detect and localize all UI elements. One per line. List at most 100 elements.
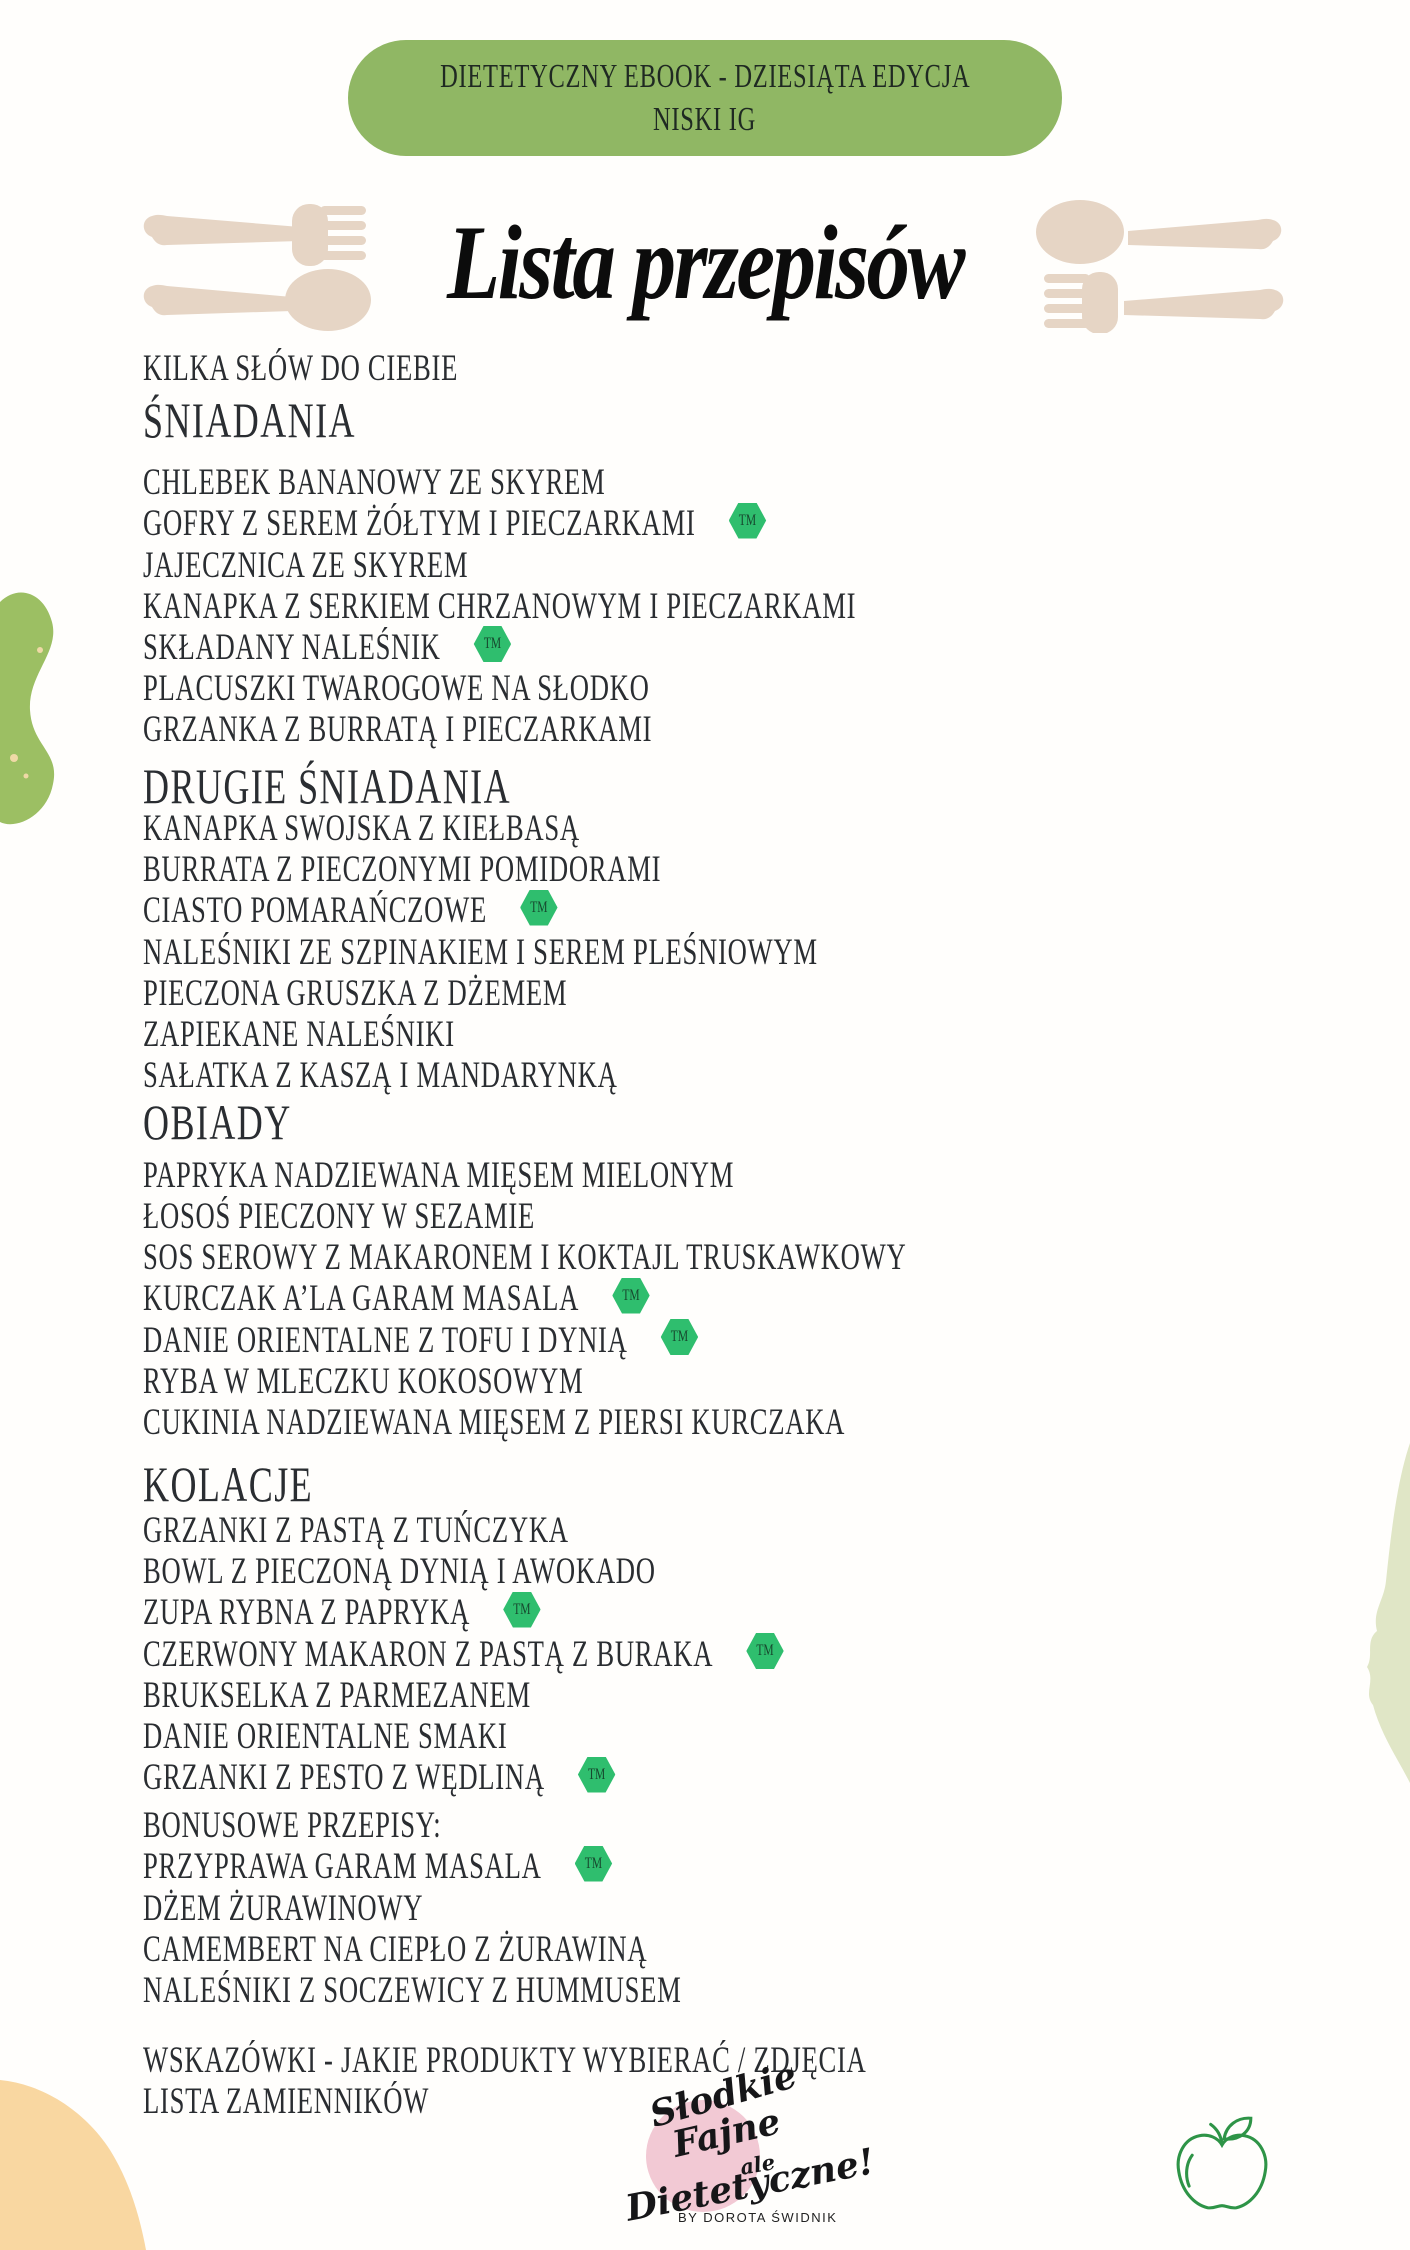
recipe-item[interactable]: SAŁATKA Z KASZĄ I MANDARYNKĄ	[143, 1055, 818, 1096]
recipe-item-label: DŻEM ŻURAWINOWY	[143, 1887, 424, 1929]
recipe-item-label: BRUKSELKA Z PARMEZANEM	[143, 1675, 531, 1717]
cutlery-right-decoration	[1036, 200, 1284, 333]
recipe-item[interactable]: GRZANKI Z PESTO Z WĘDLINĄ TM	[143, 1756, 784, 1799]
recipe-item[interactable]: BOWL Z PIECZONĄ DYNIĄ I AWOKADO	[143, 1551, 784, 1592]
recipe-item[interactable]: NALEŚNIKI ZE SZPINAKIEM I SEREM PLEŚNIOW…	[143, 932, 818, 973]
recipe-item[interactable]: DANIE ORIENTALNE Z TOFU I DYNIĄ TM	[143, 1319, 906, 1362]
recipe-item[interactable]: ZAPIEKANE NALEŚNIKI	[143, 1014, 818, 1055]
fork-icon	[143, 204, 366, 266]
recipe-item[interactable]: PIECZONA GRUSZKA Z DŻEMEM	[143, 973, 818, 1014]
recipe-item-label: SOS SEROWY Z MAKARONEM I KOKTAJL TRUSKAW…	[143, 1237, 907, 1278]
tm-badge: TM	[660, 1319, 699, 1356]
recipe-item-label: ZUPA RYBNA Z PAPRYKĄ	[143, 1592, 471, 1633]
tm-badge: TM	[520, 889, 558, 926]
recipe-item-label: CZERWONY MAKARON Z PASTĄ Z BURAKA	[143, 1633, 714, 1675]
recipe-item-label: PIECZONA GRUSZKA Z DŻEMEM	[143, 972, 568, 1014]
bonus-items: PRZYPRAWA GARAM MASALA TM DŻEM ŻURAWINOWY C…	[143, 1845, 891, 2011]
tm-badge: TM	[503, 1591, 541, 1628]
cutlery-left-decoration	[143, 204, 371, 331]
recipe-item-label: JAJECZNICA ZE SKYREM	[143, 544, 469, 586]
link-lista-zamiennikow[interactable]: LISTA ZAMIENNIKÓW	[143, 2081, 430, 2122]
recipe-item-label: DANIE ORIENTALNE Z TOFU I DYNIĄ	[143, 1319, 628, 1361]
recipe-item-label: KANAPKA SWOJSKA Z KIEŁBASĄ	[143, 808, 580, 849]
logo-byline: BY DOROTA ŚWIDNIK	[678, 2210, 838, 2225]
recipe-item-label: PLACUSZKI TWAROGOWE NA SŁODKO	[143, 668, 650, 710]
recipe-item-label: KURCZAK A’LA GARAM MASALA	[143, 1278, 580, 1319]
tm-badge: TM	[577, 1756, 616, 1793]
recipe-item[interactable]: GRZANKI Z PASTĄ Z TUŃCZYKA	[143, 1510, 784, 1551]
section-items-obiady: PAPRYKA NADZIEWANA MIĘSEM MIELONYM ŁOSOŚ …	[143, 1155, 1203, 1443]
footer-links: WSKAZÓWKI - JAKIE PRODUKTY WYBIERAĆ / ZD…	[143, 2040, 1148, 2122]
bonus-heading: BONUSOWE PRZEPISY:	[143, 1805, 442, 1846]
pale-blob-decoration	[1367, 1443, 1410, 1783]
recipe-item-label: BURRATA Z PIECZONYMI POMIDORAMI	[143, 849, 662, 890]
recipe-item[interactable]: CZERWONY MAKARON Z PASTĄ Z BURAKA TM	[143, 1633, 784, 1676]
section-heading-sniadania: ŚNIADANIA	[143, 392, 356, 448]
recipe-item-label: NALEŚNIKI ZE SZPINAKIEM I SEREM PLEŚNIOW…	[143, 931, 818, 973]
recipe-item[interactable]: KANAPKA SWOJSKA Z KIEŁBASĄ	[143, 808, 818, 849]
recipe-item[interactable]: CAMEMBERT NA CIEPŁO Z ŻURAWINĄ	[143, 1929, 682, 1970]
recipe-item[interactable]: GOFRY Z SEREM ŻÓŁTYM I PIECZARKAMI TM	[143, 502, 856, 545]
section-heading-drugie-sniadania: DRUGIE ŚNIADANIA	[143, 758, 512, 814]
edition-badge-line2: NISKI IG	[653, 101, 757, 138]
recipe-item[interactable]: RYBA W MLECZKU KOKOSOWYM	[143, 1361, 906, 1402]
recipe-item-label: CUKINIA NADZIEWANA MIĘSEM Z PIERSI KURCZ…	[143, 1402, 846, 1444]
recipe-item[interactable]: BRUKSELKA Z PARMEZANEM	[143, 1675, 784, 1716]
tm-badge: TM	[473, 626, 512, 663]
recipe-item[interactable]: NALEŚNIKI Z SOCZEWICY Z HUMMUSEM	[143, 1970, 682, 2011]
edition-badge-line1: DIETETYCZNY EBOOK - DZIESIĄTA EDYCJA	[439, 58, 971, 95]
apple-icon	[1176, 2116, 1268, 2210]
recipe-item-label: PRZYPRAWA GARAM MASALA	[143, 1846, 542, 1887]
tm-badge: TM	[728, 502, 767, 539]
recipe-item-label: PAPRYKA NADZIEWANA MIĘSEM MIELONYM	[143, 1155, 735, 1196]
recipe-item-label: GOFRY Z SEREM ŻÓŁTYM I PIECZARKAMI	[143, 503, 696, 544]
recipe-item[interactable]: JAJECZNICA ZE SKYREM	[143, 545, 856, 586]
peach-blob-decoration	[0, 2080, 146, 2250]
recipe-item[interactable]: GRZANKA Z BURRATĄ I PIECZARKAMI	[143, 709, 856, 750]
recipe-item-label: GRZANKI Z PESTO Z WĘDLINĄ	[143, 1757, 545, 1799]
edition-badge: DIETETYCZNY EBOOK - DZIESIĄTA EDYCJA NIS…	[348, 40, 1062, 156]
section-items-kolacje: GRZANKI Z PASTĄ Z TUŃCZYKA BOWL Z PIECZON…	[143, 1510, 1033, 1799]
recipe-item[interactable]: DŻEM ŻURAWINOWY	[143, 1888, 682, 1929]
recipe-item-label: CAMEMBERT NA CIEPŁO Z ŻURAWINĄ	[143, 1928, 648, 1970]
recipe-item-label: GRZANKA Z BURRATĄ I PIECZARKAMI	[143, 709, 653, 751]
recipe-item[interactable]: PLACUSZKI TWAROGOWE NA SŁODKO	[143, 668, 856, 709]
recipe-item-label: KANAPKA Z SERKIEM CHRZANOWYM I PIECZARKA…	[143, 585, 857, 627]
recipe-item[interactable]: KANAPKA Z SERKIEM CHRZANOWYM I PIECZARKA…	[143, 586, 856, 627]
recipe-item-label: BOWL Z PIECZONĄ DYNIĄ I AWOKADO	[143, 1551, 656, 1592]
recipe-item[interactable]: ŁOSOŚ PIECZONY W SEZAMIE	[143, 1196, 906, 1237]
tm-badge: TM	[574, 1845, 613, 1882]
recipe-item-label: CIASTO POMARAŃCZOWE	[143, 890, 487, 931]
brand-logo: Słodkie Fajne ale Dietetyczne! BY DOROTA…	[600, 2054, 920, 2245]
recipe-item[interactable]: CIASTO POMARAŃCZOWE TM	[143, 889, 818, 932]
spoon-icon	[143, 269, 371, 331]
recipe-item-label: GRZANKI Z PASTĄ Z TUŃCZYKA	[143, 1510, 569, 1551]
recipe-item[interactable]: PRZYPRAWA GARAM MASALA TM	[143, 1845, 682, 1888]
recipe-item[interactable]: PAPRYKA NADZIEWANA MIĘSEM MIELONYM	[143, 1155, 906, 1196]
recipe-item[interactable]: DANIE ORIENTALNE SMAKI	[143, 1716, 784, 1757]
recipe-item[interactable]: SKŁADANY NALEŚNIK TM	[143, 626, 856, 669]
recipe-item-label: NALEŚNIKI Z SOCZEWICY Z HUMMUSEM	[143, 1969, 682, 2011]
recipe-item[interactable]: CUKINIA NADZIEWANA MIĘSEM Z PIERSI KURCZ…	[143, 1402, 906, 1443]
recipe-item[interactable]: BURRATA Z PIECZONYMI POMIDORAMI	[143, 849, 818, 890]
recipe-item-label: SAŁATKA Z KASZĄ I MANDARYNKĄ	[143, 1054, 618, 1096]
recipe-item-label: SKŁADANY NALEŚNIK	[143, 626, 441, 668]
link-wskazowki[interactable]: WSKAZÓWKI - JAKIE PRODUKTY WYBIERAĆ / ZD…	[143, 2040, 867, 2081]
tm-badge: TM	[612, 1277, 650, 1314]
recipe-item-label: DANIE ORIENTALNE SMAKI	[143, 1716, 508, 1758]
fork-icon	[1044, 272, 1284, 333]
spoon-icon	[1036, 200, 1282, 264]
tm-badge: TM	[746, 1633, 784, 1670]
recipe-item[interactable]: SOS SEROWY Z MAKARONEM I KOKTAJL TRUSKAW…	[143, 1237, 906, 1278]
page-title: Lista przepisów	[446, 204, 966, 321]
recipe-item[interactable]: KURCZAK A’LA GARAM MASALA TM	[143, 1277, 906, 1320]
recipe-item-label: ŁOSOŚ PIECZONY W SEZAMIE	[143, 1196, 535, 1237]
section-heading-obiady: OBIADY	[143, 1094, 292, 1150]
recipe-item[interactable]: ZUPA RYBNA Z PAPRYKĄ TM	[143, 1591, 784, 1634]
recipe-item-label: RYBA W MLECZKU KOKOSOWYM	[143, 1361, 584, 1403]
link-kilka-slow-do-ciebie[interactable]: KILKA SŁÓW DO CIEBIE	[143, 348, 459, 389]
section-items-sniadania: CHLEBEK BANANOWY ZE SKYREM GOFRY Z SEREM …	[143, 462, 1134, 750]
recipe-item[interactable]: CHLEBEK BANANOWY ZE SKYREM	[143, 462, 856, 503]
recipe-item-label: CHLEBEK BANANOWY ZE SKYREM	[143, 462, 606, 503]
